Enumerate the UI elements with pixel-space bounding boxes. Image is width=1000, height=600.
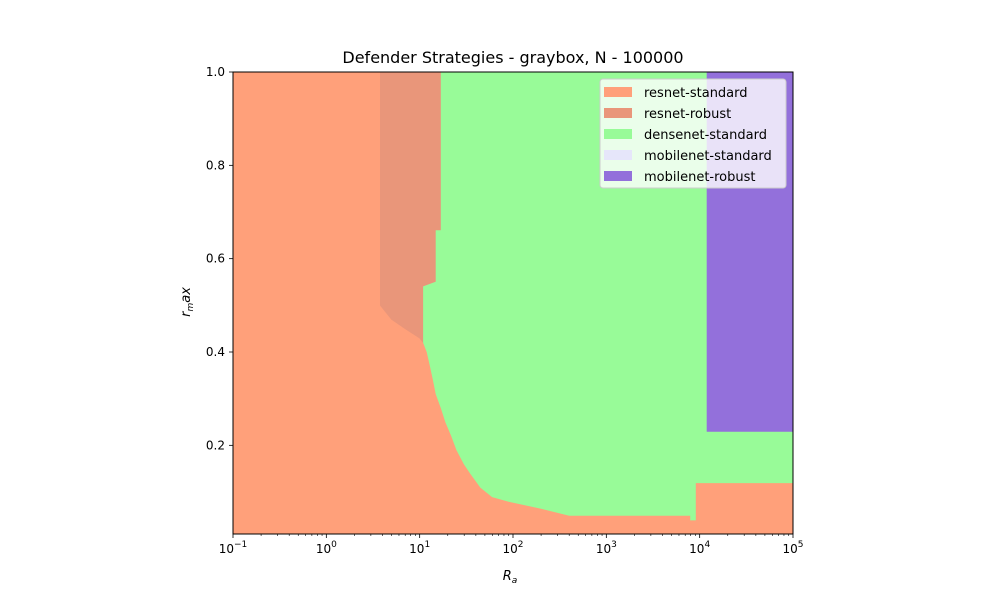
x-tick-label: 104 [689,540,710,556]
x-tick-label: 100 [316,540,337,556]
x-tick-label: 105 [782,540,803,556]
x-axis-ticks: 10−1 100 101 102 103 104 105 [219,534,804,556]
x-axis-label: Ra [503,569,518,586]
legend-label: mobilenet-standard [644,149,772,164]
legend: resnet-standard resnet-robust densenet-sta… [599,78,787,189]
x-tick-label: 101 [409,540,430,556]
legend-swatch [604,150,632,160]
y-tick-label: 0.4 [206,345,225,359]
legend-swatch [604,87,632,97]
x-tick-label: 10−1 [219,540,248,556]
legend-label: densenet-standard [644,128,767,143]
y-tick-label: 0.6 [206,252,225,266]
legend-swatch [604,108,632,118]
y-tick-label: 0.2 [206,438,225,452]
legend-swatch [604,171,632,181]
y-tick-label: 1.0 [206,65,225,79]
legend-box [599,78,787,189]
chart-title: Defender Strategies - graybox, N - 10000… [342,48,683,67]
legend-label: mobilenet-robust [644,170,756,185]
x-tick-label: 103 [596,540,617,556]
y-axis-label: rmax [179,287,196,317]
legend-label: resnet-robust [644,107,731,122]
y-tick-label: 0.8 [206,158,225,172]
legend-label: resnet-standard [644,86,748,101]
legend-swatch [604,129,632,139]
y-axis-ticks: 0.2 0.4 0.6 0.8 1.0 [206,65,233,452]
x-tick-label: 102 [502,540,523,556]
